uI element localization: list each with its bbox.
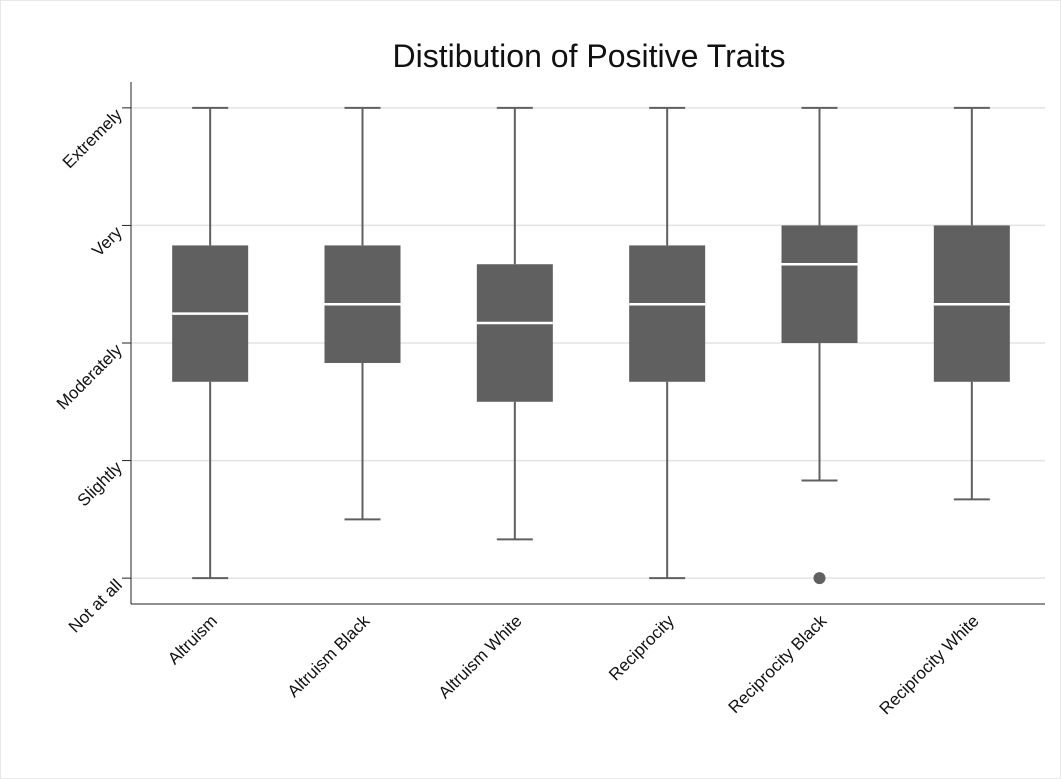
outlier <box>813 572 826 585</box>
chart-title: Distibution of Positive Traits <box>392 38 785 74</box>
box <box>629 245 706 382</box>
box <box>476 264 553 402</box>
box <box>781 225 858 343</box>
